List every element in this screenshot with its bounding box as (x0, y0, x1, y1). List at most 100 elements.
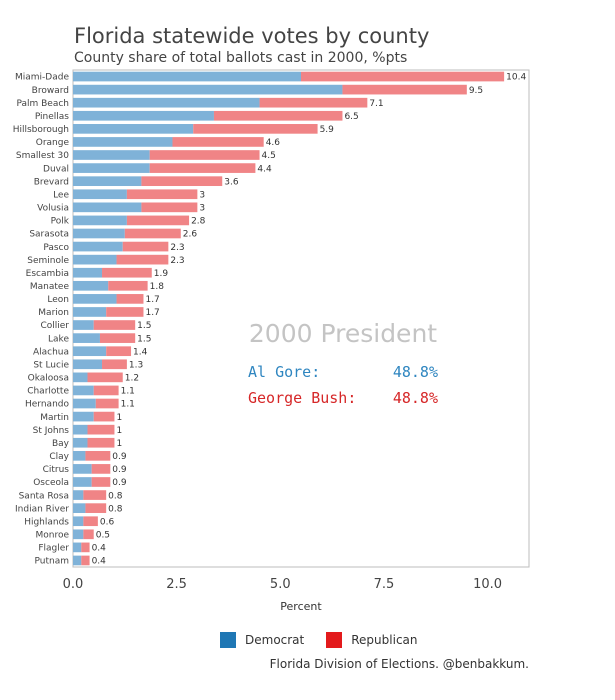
category-label: Highlands (24, 517, 69, 527)
value-label: 9.5 (469, 86, 483, 96)
category-label: Osceola (33, 478, 69, 488)
bar-republican (85, 450, 111, 461)
x-tick-label: 7.5 (374, 577, 395, 592)
bar-republican (141, 176, 223, 187)
bar-republican (149, 163, 256, 173)
bar-democrat (73, 424, 88, 435)
category-label: Alachua (33, 347, 69, 357)
bar-democrat (73, 477, 92, 487)
value-label: 1 (116, 439, 122, 449)
category-label: Polk (51, 217, 70, 227)
bar-democrat (73, 189, 127, 200)
bar-democrat (73, 411, 94, 422)
bar-republican (126, 189, 198, 200)
value-label: 1.2 (125, 374, 139, 384)
value-label: 1.3 (129, 360, 143, 370)
bar-democrat (73, 137, 173, 147)
value-label: 0.8 (108, 491, 123, 501)
bar-republican (108, 280, 148, 291)
category-label: Pasco (43, 243, 69, 253)
x-axis-title: Percent (280, 600, 322, 613)
bar-democrat (73, 333, 100, 343)
bar-democrat (73, 464, 92, 474)
category-label: Clay (49, 452, 69, 462)
bar-democrat (73, 280, 109, 291)
bar-republican (149, 150, 260, 160)
category-label: Lake (48, 334, 69, 344)
category-label: Bay (52, 439, 70, 449)
bar-democrat (73, 71, 301, 82)
value-label: 3.6 (224, 177, 239, 187)
legend-item-democrat[interactable]: Democrat (220, 632, 304, 648)
value-label: 1 (116, 413, 122, 423)
bar-republican (122, 241, 169, 252)
category-label: Lee (53, 190, 69, 200)
x-tick-label: 5.0 (270, 577, 291, 592)
bar-republican (87, 437, 115, 448)
category-label: Flagler (38, 544, 69, 554)
value-label: 1.7 (145, 295, 159, 305)
bar-republican (193, 124, 318, 134)
bar-republican (93, 320, 136, 330)
bar-democrat (73, 516, 84, 527)
bar-republican (342, 84, 467, 95)
legend-swatch-democrat (220, 632, 236, 648)
bar-democrat (73, 398, 96, 409)
bar-democrat (73, 372, 88, 383)
bar-democrat (73, 294, 117, 304)
category-label: Smallest 30 (16, 151, 69, 161)
legend: Democrat Republican (220, 632, 440, 648)
x-tick-label: 0.0 (63, 577, 84, 592)
value-label: 0.9 (112, 452, 127, 462)
bar-republican (81, 542, 90, 553)
legend-item-republican[interactable]: Republican (326, 632, 418, 648)
bar-democrat (73, 450, 86, 461)
bar-republican (116, 294, 144, 304)
bar-democrat (73, 490, 84, 500)
value-label: 1.1 (121, 400, 135, 410)
value-label: 4.4 (257, 164, 272, 174)
plot-frame (72, 69, 530, 568)
legend-swatch-republican (326, 632, 343, 648)
bar-republican (106, 346, 132, 357)
category-label: Hernando (25, 400, 69, 410)
bar-democrat (73, 359, 103, 370)
category-label: Citrus (43, 465, 70, 475)
category-label: Santa Rosa (19, 491, 69, 501)
category-label: Seminole (27, 256, 69, 266)
bar-republican (126, 215, 190, 226)
value-label: 3 (199, 190, 205, 200)
value-label: 2.8 (191, 217, 206, 227)
bar-republican (259, 97, 368, 108)
category-label: Orange (36, 138, 70, 148)
value-label: 1.5 (137, 334, 151, 344)
category-label: Collier (40, 321, 69, 331)
bar-republican (85, 503, 107, 513)
bar-republican (93, 385, 119, 396)
value-label: 1.5 (137, 321, 151, 331)
chart-subtitle: County share of total ballots cast in 20… (74, 50, 408, 66)
legend-label-republican: Republican (351, 633, 418, 647)
value-label: 0.6 (100, 517, 115, 527)
x-tick-label: 2.5 (166, 577, 187, 592)
bar-republican (83, 516, 98, 527)
bar-democrat (73, 97, 260, 108)
category-label: St Lucie (33, 360, 69, 370)
bar-democrat (73, 176, 142, 187)
bar-democrat (73, 254, 117, 265)
bar-democrat (73, 150, 150, 160)
bar-republican (116, 254, 169, 265)
bar-democrat (73, 228, 125, 239)
chart-title: Florida statewide votes by county (74, 24, 430, 48)
value-label: 1.1 (121, 387, 135, 397)
bar-republican (301, 71, 505, 82)
value-label: 4.6 (266, 138, 281, 148)
value-label: 4.5 (262, 151, 276, 161)
bar-democrat (73, 84, 343, 95)
category-label: Hillsborough (13, 125, 69, 135)
value-label: 0.8 (108, 504, 123, 514)
bar-republican (213, 110, 343, 121)
bar-republican (141, 202, 198, 213)
value-label: 0.4 (92, 557, 107, 567)
value-label: 1.8 (150, 282, 165, 292)
